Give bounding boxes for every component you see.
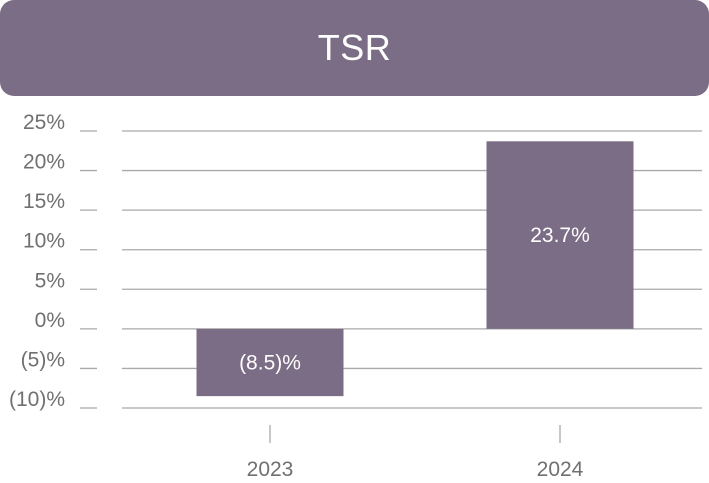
y-tick-label: 25% [23, 111, 65, 134]
bar-2023 [196, 328, 344, 397]
y-tick-label: 5% [35, 269, 65, 292]
y-tick-label: 15% [23, 190, 65, 213]
y-tick-label: (5)% [21, 348, 65, 371]
y-tick-label: 0% [35, 309, 65, 332]
y-tick-label: 20% [23, 151, 65, 174]
chart-title-banner: TSR [0, 0, 709, 96]
x-axis: 2023 2024 [247, 425, 584, 481]
bars: (8.5)% 23.7% [196, 141, 634, 397]
x-tick-label: 2024 [537, 458, 584, 481]
y-axis: 25% 20% 15% 10% 5% 0% (5)% (10)% [9, 111, 97, 411]
data-label-2024: 23.7% [530, 224, 590, 247]
data-label-2023: (8.5)% [239, 351, 301, 374]
y-tick-label: (10)% [9, 388, 65, 411]
bar-2024 [486, 141, 634, 329]
chart-title: TSR [317, 27, 392, 68]
x-tick-label: 2023 [247, 458, 294, 481]
y-tick-label: 10% [23, 230, 65, 253]
